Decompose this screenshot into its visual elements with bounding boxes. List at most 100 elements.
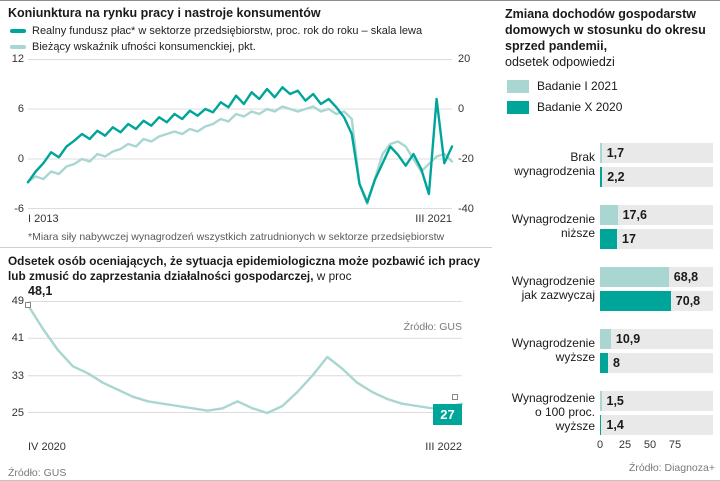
- bar-survey-x-2020: [600, 167, 603, 187]
- income-change-legend: Badanie I 2021 Badanie X 2020: [507, 79, 622, 114]
- x-axis-tick: 75: [668, 439, 682, 451]
- bar-pair: 1,7 2,2: [600, 143, 713, 187]
- bar-chart-x-axis: 0 25 50 75: [596, 439, 713, 453]
- right-axis-tick: 0: [458, 103, 465, 115]
- left-axis-tick: 0: [17, 153, 24, 165]
- bar-track: 10,9: [600, 329, 713, 349]
- bar-survey-1-2021: [600, 391, 602, 411]
- legend-label-confidence: Bieżący wskaźnik ufności konsumenckiej, …: [32, 41, 256, 53]
- bar-value-label: 10,9: [615, 332, 641, 346]
- source-diagnoza: Źródło: Diagnoza+: [628, 462, 715, 474]
- legend-label-survey-1-2021: Badanie I 2021: [537, 79, 618, 93]
- survey-x-2020-swatch: [507, 100, 529, 114]
- category-label: Wynagrodzenie wyższe: [511, 336, 595, 364]
- survey-1-2021-swatch: [507, 79, 529, 93]
- income-change-title-unit: odsetek odpowiedzi: [505, 55, 615, 69]
- y-axis-tick: 25: [11, 407, 24, 419]
- bar-track: 1,4: [600, 415, 713, 435]
- epidemic-fear-line-chart: [26, 301, 464, 415]
- epidemic-fear-title-unit: w proc: [316, 269, 352, 284]
- bar-group-wynagrodzenie-jak-zazwyczaj: Wynagrodzenie jak zazwyczaj 68,8 70,8: [505, 267, 713, 311]
- labor-market-plot: 12 6 0 -6 20 0 -20 -40 I 2013 III 2021: [12, 53, 474, 225]
- legend-item-survey-1-2021: Badanie I 2021: [507, 79, 622, 93]
- bar-group-wynagrodzenie-nizsze: Wynagrodzenie niższe 17,6 17: [505, 205, 713, 249]
- bar-pair: 68,8 70,8: [600, 267, 713, 311]
- bar-value-label: 2,2: [607, 170, 625, 184]
- x-axis-start-label: I 2013: [28, 213, 59, 225]
- bar-value-label: 1,5: [606, 394, 624, 408]
- legend-label-wage-fund: Realny fundusz płac* w sektorze przedsię…: [32, 25, 423, 37]
- right-axis-tick: -40: [458, 203, 474, 215]
- bar-track: 8: [600, 353, 713, 373]
- bar-pair: 1,5 1,4: [600, 391, 713, 435]
- x-axis-end-label: III 2021: [415, 213, 452, 225]
- bar-survey-x-2020: [600, 291, 671, 311]
- bar-value-label: 17,6: [622, 208, 647, 222]
- y-axis-tick: 41: [11, 332, 24, 344]
- bar-value-label: 1,4: [606, 418, 624, 432]
- category-label: Brak wynagrodzenia: [514, 150, 595, 178]
- bar-group-wynagrodzenie-100-proc-wyzsze: Wynagrodzenie o 100 proc. wyższe 1,5 1,4: [505, 391, 713, 435]
- source-gus-inner: Źródło: GUS: [403, 321, 462, 333]
- left-axis-tick: -6: [14, 203, 24, 215]
- epidemic-fear-line: [26, 303, 464, 415]
- section-divider: [0, 247, 492, 248]
- bar-value-label: 1,7: [606, 146, 625, 160]
- bar-track: 1,7: [600, 143, 713, 163]
- first-point-value-label: 48,1: [28, 284, 53, 298]
- bar-survey-x-2020: [600, 229, 617, 249]
- category-label: Wynagrodzenie niższe: [511, 212, 595, 240]
- bar-pair: 10,9 8: [600, 329, 713, 373]
- bar-track: 1,5: [600, 391, 713, 411]
- epidemic-fear-plot: 49 41 33 25 48,1 Źródło: GUS 27 IV 2020 …: [12, 284, 464, 453]
- bar-pair: 17,6 17: [600, 205, 713, 249]
- bar-track: 2,2: [600, 167, 713, 187]
- consumer-confidence-line: [26, 105, 454, 206]
- last-point-marker: [452, 394, 458, 400]
- left-axis-tick: 6: [17, 103, 24, 115]
- epidemic-fear-chart-title: Odsetek osób oceniających, że sytuacja e…: [8, 254, 490, 285]
- x-axis-start-label: IV 2020: [28, 441, 66, 453]
- bar-track: 68,8: [600, 267, 713, 287]
- income-change-title: Zmiana dochodów gospodarstw domowych w s…: [505, 6, 717, 70]
- category-label: Wynagrodzenie jak zazwyczaj: [511, 274, 595, 302]
- bar-survey-1-2021: [600, 329, 611, 349]
- confidence-line-swatch: [10, 45, 26, 49]
- bar-value-label: 68,8: [673, 270, 699, 284]
- bar-group-wynagrodzenie-wyzsze: Wynagrodzenie wyższe 10,9 8: [505, 329, 713, 373]
- x-axis-tick: 25: [618, 439, 632, 451]
- bar-value-label: 8: [613, 356, 620, 370]
- bar-group-brak-wynagrodzenia: Brak wynagrodzenia 1,7 2,2: [505, 143, 713, 187]
- y-axis-tick: 49: [11, 295, 24, 307]
- bar-track: 17,6: [600, 205, 713, 225]
- category-label: Wynagrodzenie o 100 proc. wyższe: [511, 391, 595, 433]
- labor-market-line-chart: [26, 59, 454, 209]
- bar-track: 70,8: [600, 291, 713, 311]
- bar-survey-1-2021: [600, 205, 618, 225]
- right-axis-tick: 20: [458, 53, 471, 65]
- x-axis-tick: 0: [596, 439, 604, 451]
- legend-label-survey-x-2020: Badanie X 2020: [537, 100, 623, 114]
- labor-market-legend: Realny fundusz płac* w sektorze przedsię…: [10, 25, 422, 53]
- epidemic-fear-title-bold: Odsetek osób oceniających, że sytuacja e…: [8, 254, 481, 284]
- first-point-marker: [25, 302, 31, 308]
- wage-fund-footnote: *Miara siły nabywczej wynagrodzeń wszyst…: [28, 231, 445, 243]
- source-gus: Źródło: GUS: [8, 467, 67, 479]
- bar-survey-1-2021: [600, 267, 669, 287]
- bar-survey-x-2020: [600, 415, 602, 435]
- bar-track: 17: [600, 229, 713, 249]
- x-axis-end-label: III 2022: [425, 441, 462, 453]
- labor-market-chart-title: Koniunktura na rynku pracy i nastroje ko…: [8, 6, 321, 20]
- wage-fund-line-swatch: [10, 29, 26, 33]
- income-change-bar-chart: Brak wynagrodzenia 1,7 2,2 Wynagrodzenie…: [505, 143, 713, 435]
- bar-value-label: 70,8: [675, 294, 701, 308]
- bar-value-label: 17: [622, 232, 636, 246]
- income-change-title-bold: Zmiana dochodów gospodarstw domowych w s…: [505, 7, 706, 53]
- bar-survey-1-2021: [600, 143, 602, 163]
- x-axis-tick: 50: [643, 439, 657, 451]
- legend-item-survey-x-2020: Badanie X 2020: [507, 100, 622, 114]
- right-axis-tick: -20: [458, 153, 474, 165]
- legend-item-wage-fund: Realny fundusz płac* w sektorze przedsię…: [10, 25, 422, 37]
- last-point-value-badge: 27: [433, 404, 462, 425]
